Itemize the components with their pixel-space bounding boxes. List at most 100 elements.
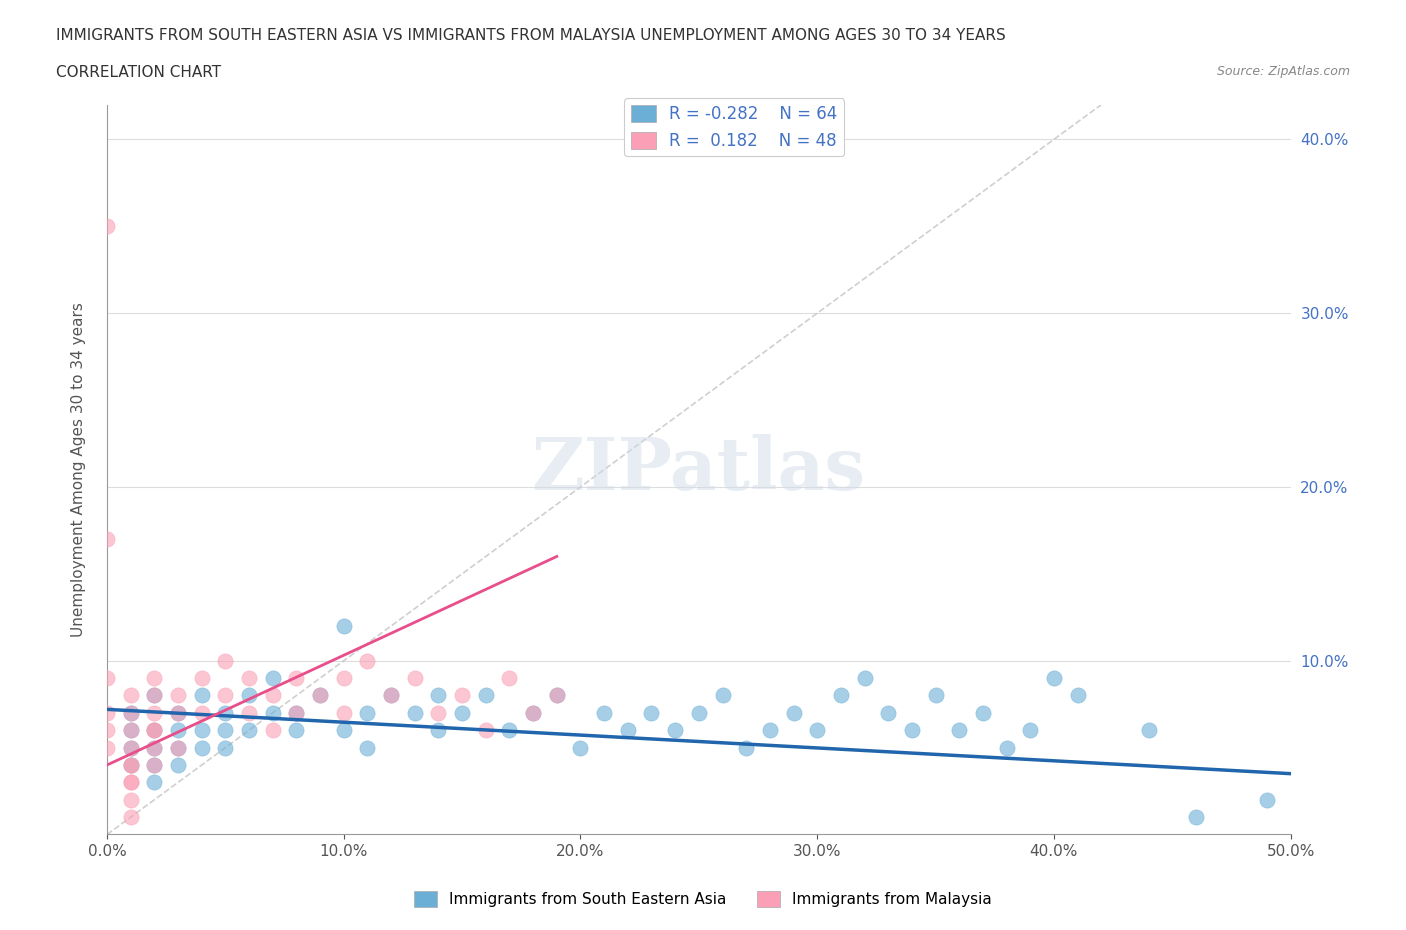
Point <box>1185 810 1208 825</box>
Point <box>143 671 166 685</box>
Text: Source: ZipAtlas.com: Source: ZipAtlas.com <box>1216 65 1350 78</box>
Point <box>498 671 520 685</box>
Point <box>214 653 236 668</box>
Point <box>96 723 118 737</box>
Point <box>143 688 166 703</box>
Point <box>711 688 734 703</box>
Point <box>285 706 308 721</box>
Text: ZIPatlas: ZIPatlas <box>531 434 866 505</box>
Point <box>309 688 332 703</box>
Point <box>143 758 166 773</box>
Point <box>120 758 142 773</box>
Point <box>1043 671 1066 685</box>
Point <box>522 706 544 721</box>
Text: IMMIGRANTS FROM SOUTH EASTERN ASIA VS IMMIGRANTS FROM MALAYSIA UNEMPLOYMENT AMON: IMMIGRANTS FROM SOUTH EASTERN ASIA VS IM… <box>56 28 1005 43</box>
Point <box>640 706 662 721</box>
Point <box>143 723 166 737</box>
Point <box>285 723 308 737</box>
Point <box>617 723 640 737</box>
Point <box>214 740 236 755</box>
Point <box>120 706 142 721</box>
Point <box>262 706 284 721</box>
Point <box>569 740 592 755</box>
Point <box>475 723 498 737</box>
Point <box>96 740 118 755</box>
Point <box>96 219 118 233</box>
Point <box>143 688 166 703</box>
Point <box>356 706 378 721</box>
Point <box>285 671 308 685</box>
Point <box>167 706 190 721</box>
Point <box>167 688 190 703</box>
Point <box>735 740 758 755</box>
Point <box>404 671 426 685</box>
Point <box>167 706 190 721</box>
Point <box>451 688 474 703</box>
Point <box>877 706 900 721</box>
Point <box>1019 723 1042 737</box>
Point <box>143 706 166 721</box>
Point <box>120 740 142 755</box>
Point <box>475 688 498 703</box>
Point <box>167 758 190 773</box>
Point <box>238 706 260 721</box>
Point <box>924 688 946 703</box>
Point <box>262 688 284 703</box>
Point <box>688 706 710 721</box>
Point <box>120 775 142 790</box>
Point <box>120 740 142 755</box>
Point <box>214 723 236 737</box>
Point <box>238 671 260 685</box>
Point <box>522 706 544 721</box>
Point <box>1137 723 1160 737</box>
Legend: Immigrants from South Eastern Asia, Immigrants from Malaysia: Immigrants from South Eastern Asia, Immi… <box>408 884 998 913</box>
Point <box>143 775 166 790</box>
Point <box>238 723 260 737</box>
Point <box>143 758 166 773</box>
Point <box>404 706 426 721</box>
Point <box>853 671 876 685</box>
Point <box>451 706 474 721</box>
Point <box>190 688 212 703</box>
Point <box>167 740 190 755</box>
Point <box>356 740 378 755</box>
Point <box>498 723 520 737</box>
Point <box>380 688 402 703</box>
Point <box>120 758 142 773</box>
Point <box>356 653 378 668</box>
Point <box>120 775 142 790</box>
Point <box>309 688 332 703</box>
Point <box>948 723 970 737</box>
Y-axis label: Unemployment Among Ages 30 to 34 years: Unemployment Among Ages 30 to 34 years <box>72 302 86 637</box>
Point <box>167 740 190 755</box>
Point <box>143 740 166 755</box>
Legend: R = -0.282    N = 64, R =  0.182    N = 48: R = -0.282 N = 64, R = 0.182 N = 48 <box>624 99 844 156</box>
Point <box>1256 792 1278 807</box>
Point <box>806 723 828 737</box>
Point <box>664 723 686 737</box>
Point <box>333 618 356 633</box>
Point <box>190 740 212 755</box>
Point <box>995 740 1018 755</box>
Point <box>333 706 356 721</box>
Point <box>143 723 166 737</box>
Point <box>262 671 284 685</box>
Point <box>167 723 190 737</box>
Point <box>972 706 994 721</box>
Point <box>120 723 142 737</box>
Point <box>782 706 804 721</box>
Point <box>593 706 616 721</box>
Point <box>1066 688 1088 703</box>
Point <box>96 706 118 721</box>
Point <box>238 688 260 703</box>
Point <box>143 723 166 737</box>
Point <box>333 671 356 685</box>
Point <box>262 723 284 737</box>
Point <box>120 688 142 703</box>
Point <box>190 671 212 685</box>
Point <box>285 706 308 721</box>
Point <box>190 723 212 737</box>
Point <box>120 723 142 737</box>
Point <box>333 723 356 737</box>
Point <box>96 671 118 685</box>
